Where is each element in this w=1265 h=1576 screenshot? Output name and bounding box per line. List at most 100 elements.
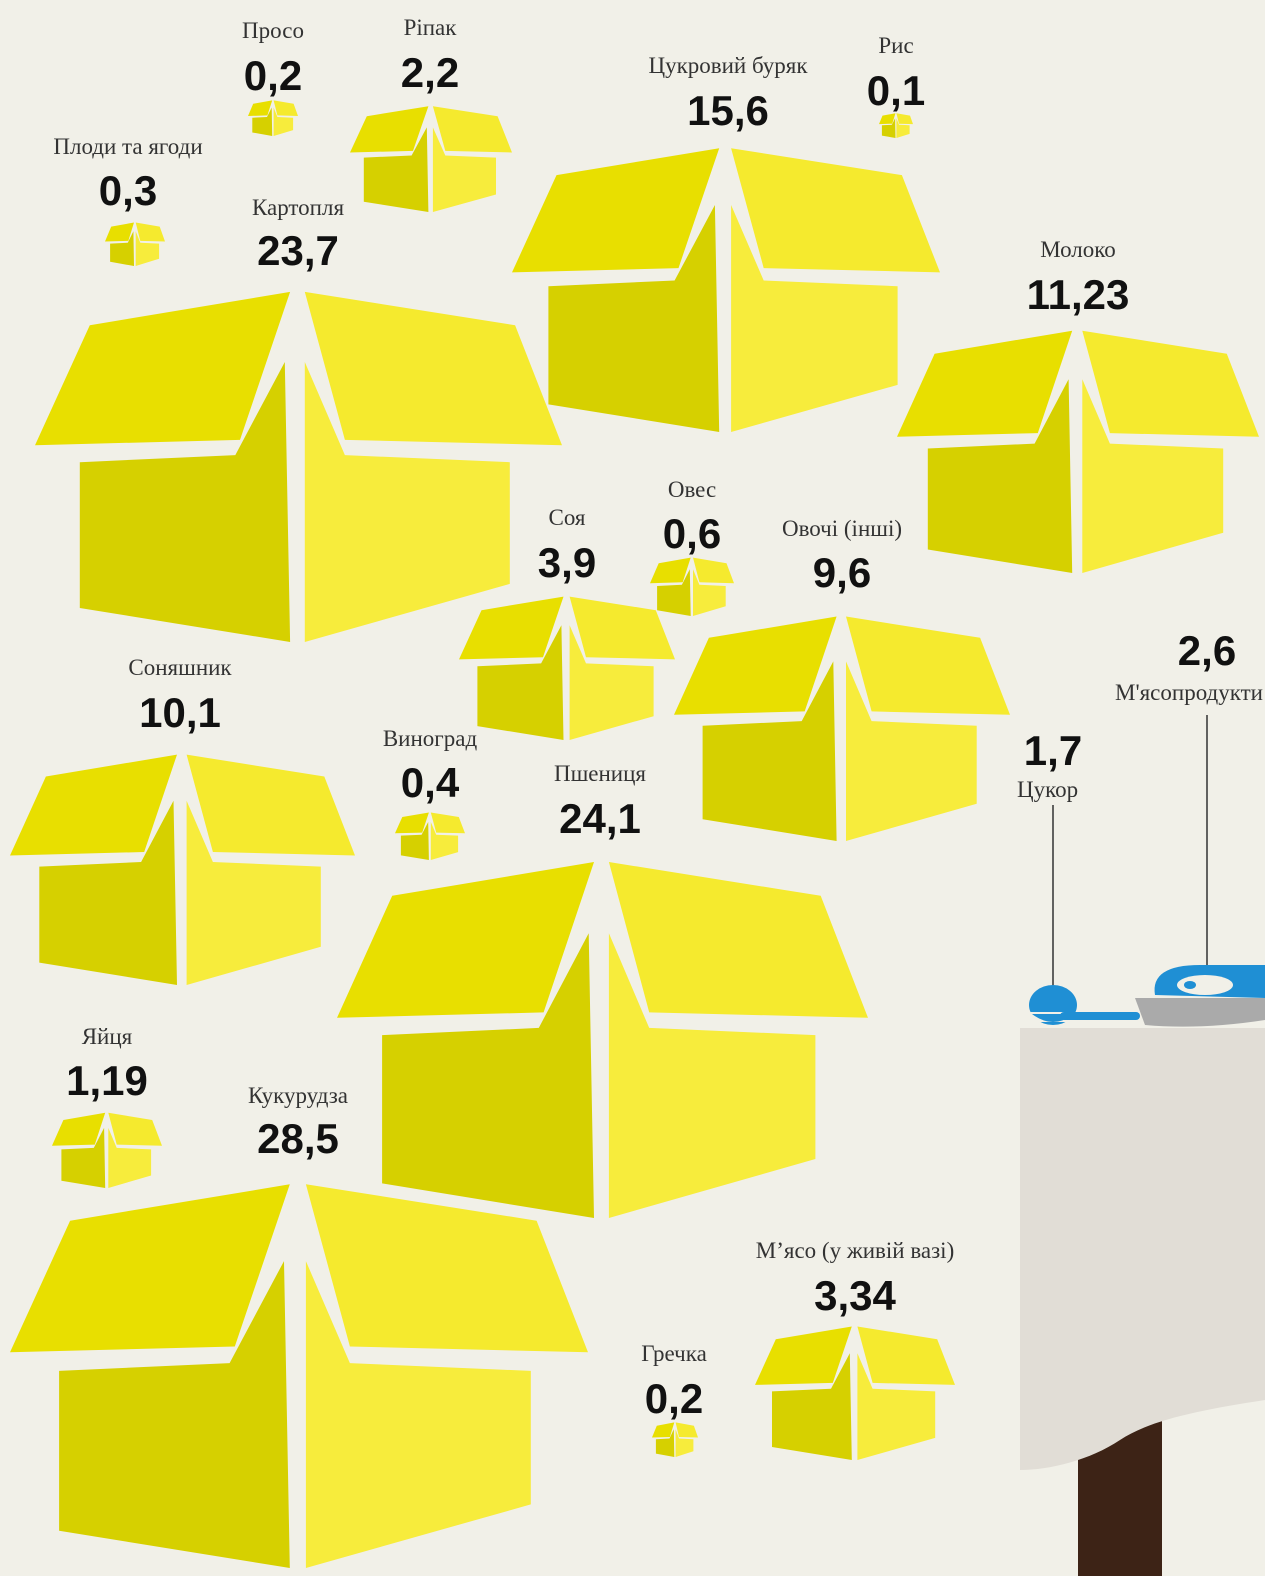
pan <box>1135 965 1265 1027</box>
box-face <box>896 118 910 138</box>
box-face <box>382 933 594 1218</box>
item-value: 24,1 <box>559 795 641 842</box>
item-value: 0,2 <box>244 52 302 99</box>
box-face <box>108 1127 152 1188</box>
box-face <box>1082 379 1224 573</box>
item-label: Кукурудза <box>248 1083 348 1108</box>
box-face <box>105 222 134 242</box>
box <box>105 222 165 266</box>
item-value: 3,34 <box>814 1272 896 1319</box>
box <box>52 1112 162 1188</box>
box-face <box>569 625 654 740</box>
item-label: Молоко <box>1040 237 1116 262</box>
box <box>337 862 868 1218</box>
table <box>1020 715 1265 1576</box>
item-label: Соя <box>549 505 586 530</box>
box-face <box>675 1422 698 1438</box>
box-face <box>857 1353 936 1460</box>
item-value: 2,2 <box>401 49 459 96</box>
box-face <box>39 800 177 985</box>
item-value: 0,3 <box>99 167 157 214</box>
box-face <box>548 205 720 432</box>
box-face <box>395 812 429 834</box>
box <box>652 1422 698 1457</box>
item-value: 28,5 <box>257 1115 339 1162</box>
box-face <box>650 557 691 584</box>
box <box>248 100 298 136</box>
box-face <box>337 862 594 1018</box>
box-face <box>305 1261 531 1568</box>
box-face <box>430 822 459 860</box>
item-value: 10,1 <box>139 689 221 736</box>
box-face <box>652 1422 675 1438</box>
box-face <box>432 106 512 153</box>
box <box>897 330 1259 573</box>
item-label: Гречка <box>641 1341 707 1366</box>
box-face <box>186 800 321 985</box>
item-label: Пшениця <box>554 761 646 786</box>
box-face <box>731 148 940 273</box>
item-label: М’ясо (у живій вазі) <box>756 1238 954 1263</box>
item-value: 3,9 <box>538 539 596 586</box>
box <box>755 1326 955 1460</box>
box-face <box>248 100 273 116</box>
item-label: Цукор <box>1017 777 1078 802</box>
item-value: 1,7 <box>1024 727 1082 774</box>
box-face <box>693 557 734 584</box>
box-face <box>135 231 160 266</box>
box-face <box>35 291 291 446</box>
box-face <box>252 107 273 136</box>
box-face <box>52 1112 106 1146</box>
box-face <box>512 148 720 273</box>
box-face <box>569 596 675 660</box>
item-value: 2,6 <box>1178 627 1236 674</box>
item-label: Рис <box>878 33 913 58</box>
box-face <box>896 113 913 125</box>
box-face <box>186 754 355 856</box>
item-label: Просо <box>242 18 304 43</box>
box-face <box>59 1261 290 1568</box>
item-value: 9,6 <box>813 549 871 596</box>
item-value: 0,1 <box>867 67 925 114</box>
box <box>512 148 940 432</box>
item-value: 23,7 <box>257 227 339 274</box>
box-face <box>675 1429 694 1457</box>
item-value: 15,6 <box>687 87 769 134</box>
item-value: 11,23 <box>1027 271 1130 318</box>
box-face <box>1082 330 1259 437</box>
box-face <box>657 569 691 616</box>
box-face <box>477 625 564 740</box>
box-face <box>430 812 465 834</box>
item-label: Виноград <box>383 726 478 751</box>
box-face <box>350 106 429 153</box>
item-label: Овочі (інші) <box>782 516 902 541</box>
box <box>459 596 675 740</box>
item-value: 0,6 <box>663 510 721 557</box>
box-face <box>693 569 726 616</box>
item-label: Соняшник <box>128 655 232 680</box>
box-face <box>10 754 177 856</box>
box <box>674 616 1010 841</box>
item-value: 1,19 <box>66 1057 148 1104</box>
box-face <box>772 1353 852 1460</box>
box-face <box>273 100 298 116</box>
box <box>10 1184 588 1568</box>
box-face <box>400 822 429 860</box>
box <box>10 754 355 985</box>
item-value: 0,4 <box>401 759 460 806</box>
spoon <box>1029 985 1140 1025</box>
box-face <box>674 616 837 715</box>
box <box>650 557 734 616</box>
box-face <box>927 379 1073 573</box>
box-face <box>879 113 896 125</box>
item-label: Цукровий буряк <box>648 53 808 78</box>
box-face <box>61 1127 106 1188</box>
box-face <box>273 107 294 136</box>
item-label: М'ясопродукти <box>1115 680 1263 705</box>
box-face <box>608 862 868 1018</box>
box-face <box>857 1326 955 1385</box>
box-face <box>608 933 816 1218</box>
box-face <box>846 616 1010 715</box>
box-face <box>432 127 496 212</box>
box-face <box>10 1184 290 1353</box>
